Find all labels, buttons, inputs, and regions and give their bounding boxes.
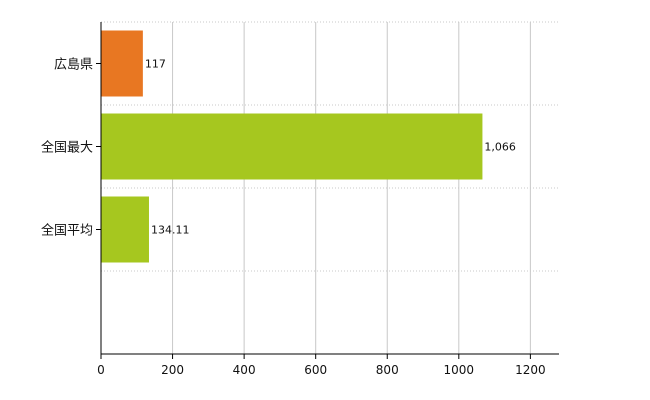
x-tick-label: 1200 xyxy=(515,363,546,377)
bar xyxy=(101,196,149,263)
x-tick-label: 400 xyxy=(233,363,256,377)
data-label: 134.11 xyxy=(151,224,190,237)
category-label: 広島県 xyxy=(54,58,93,73)
bar xyxy=(101,113,483,180)
x-tick-label: 600 xyxy=(304,363,327,377)
x-tick-label: 800 xyxy=(376,363,399,377)
data-label: 117 xyxy=(145,58,166,71)
x-tick-label: 200 xyxy=(161,363,184,377)
category-label: 全国最大 xyxy=(41,140,93,156)
category-label: 全国平均 xyxy=(41,223,93,239)
bar xyxy=(101,30,143,97)
x-tick-label: 1000 xyxy=(444,363,475,377)
x-tick-label: 0 xyxy=(97,363,105,377)
data-label: 1,066 xyxy=(484,141,515,154)
